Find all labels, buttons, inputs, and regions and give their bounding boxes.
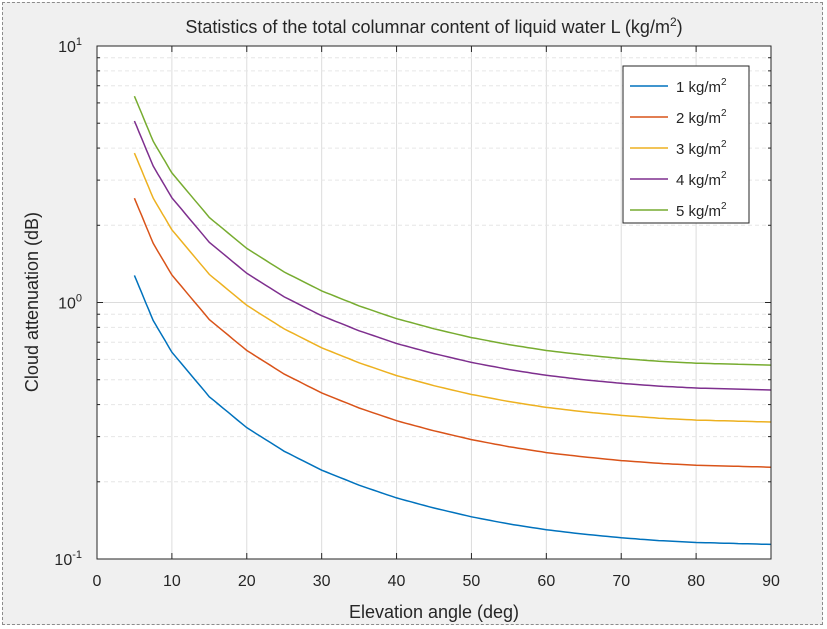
x-tick-label: 10	[163, 573, 181, 590]
legend-label: 3 kg/m2	[676, 139, 727, 158]
series-line-5-kg	[133, 95, 772, 366]
grid	[97, 46, 771, 559]
legend-label: 1 kg/m2	[676, 77, 727, 96]
x-tick-label: 70	[612, 573, 630, 590]
series-line-2-kg	[133, 197, 772, 468]
series-line-3-kg	[133, 152, 772, 423]
y-tick-label: 10-1	[54, 549, 82, 569]
legend-label: 4 kg/m2	[676, 170, 727, 189]
x-tick-label: 30	[313, 573, 331, 590]
y-tick-label: 100	[58, 293, 82, 313]
x-tick-label: 20	[238, 573, 256, 590]
chart-title: Statistics of the total columnar content…	[185, 15, 682, 37]
x-tick-label: 80	[687, 573, 705, 590]
y-tick-label: 101	[58, 36, 82, 56]
legend-box	[622, 65, 750, 224]
legend-label: 2 kg/m2	[676, 108, 727, 127]
ticks: 0 10 20 30 40 50 60 70 80 90 10-1 100 101	[54, 36, 780, 590]
series-lines	[133, 95, 772, 546]
x-tick-label: 50	[463, 573, 481, 590]
y-axis-label: Cloud attenuation (dB)	[22, 212, 42, 392]
series-line-1-kg	[133, 275, 772, 546]
legend-label: 5 kg/m2	[676, 201, 727, 220]
x-tick-label: 60	[537, 573, 555, 590]
x-tick-label: 40	[388, 573, 406, 590]
x-tick-label: 0	[93, 573, 102, 590]
x-tick-label: 90	[762, 573, 780, 590]
legend: 1 kg/m2 2 kg/m2 3 kg/m2 4 kg/m2 5 kg/m2	[622, 65, 750, 224]
series-line-4-kg	[133, 120, 772, 391]
x-axis-label: Elevation angle (deg)	[349, 602, 519, 622]
